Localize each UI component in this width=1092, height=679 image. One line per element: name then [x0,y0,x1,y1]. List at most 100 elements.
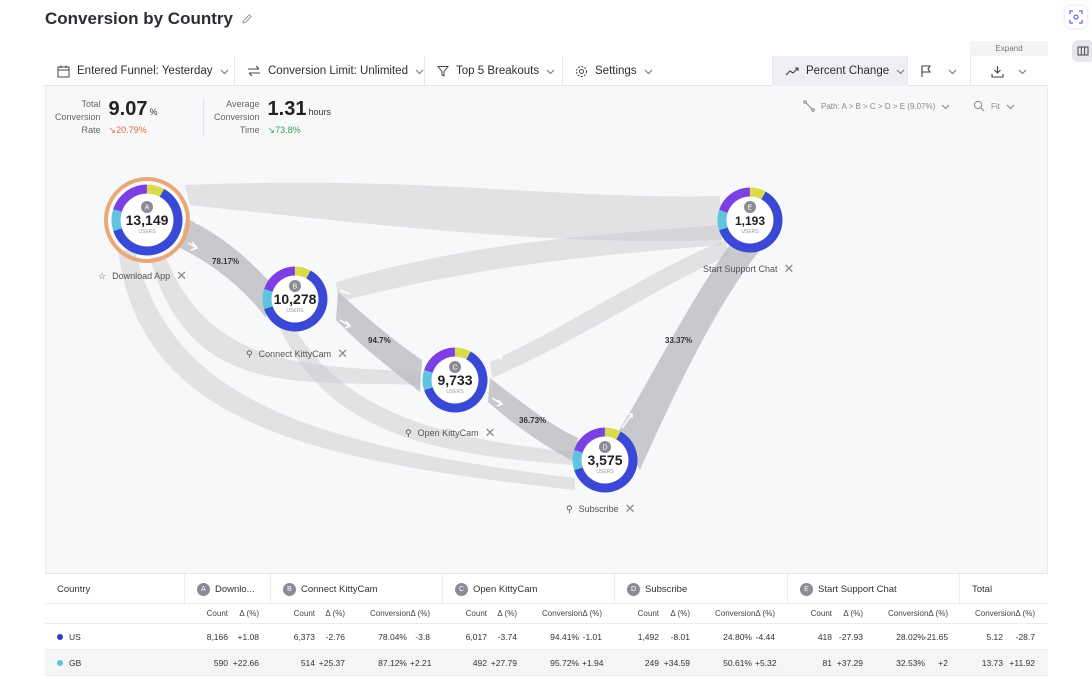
chevron-down-icon [220,69,228,74]
donut-segment [424,347,456,374]
expand-button[interactable]: Expand [970,41,1048,57]
node-name-d: Subscribe [578,504,619,514]
donut-center [432,357,478,403]
chevron-down-icon [415,69,424,74]
conv-delta-cell: -3.8 [415,632,430,642]
delta-cell: -3.74 [497,632,517,642]
total-conversion-label: Total Conversion Rate [55,99,101,135]
count-cell: 492 [472,658,487,668]
chevron-down-icon [1006,104,1015,109]
flow-d-to-e [618,245,760,470]
fit-selector[interactable]: Fit [973,100,1015,112]
columns-icon[interactable] [1072,40,1092,62]
conv-delta-cell: +2 [938,658,948,668]
node-letter: E [748,205,753,212]
conv-delta-cell: +1.94 [582,658,604,668]
sub-count: Count [206,609,228,618]
pin-icon[interactable]: ⚲ [405,427,412,438]
chevron-down-icon [941,104,950,109]
entered-funnel-dropdown[interactable]: Entered Funnel: Yesterday [45,56,235,86]
count-cell: 6,017 [465,632,487,642]
conv-cell: 28.02% [896,632,925,642]
country-header[interactable]: Country [45,574,185,604]
pin-icon[interactable]: ⚲ [566,503,573,514]
edit-pencil-icon[interactable] [241,13,253,25]
zoom-icon [973,100,985,112]
conv-cell: 94.41% [550,632,579,642]
country-cell: GB [57,650,81,676]
breakouts-dropdown[interactable]: Top 5 Breakouts [425,56,563,86]
donut-center [272,276,318,322]
conv-delta-cell: +5.32 [755,658,777,668]
count-cell: 6,373 [293,632,315,642]
table-subheader-row: Count Δ (%) Count Δ (%) ConversionΔ (%) Count… [45,604,1048,624]
donut-segment [454,347,471,360]
conversion-label-c-d: 36.73% [519,416,547,425]
header-connect-kittycam[interactable]: B Connect KittyCam [271,574,443,604]
sub-delta: Δ (%) [239,609,259,618]
path-icon [803,100,815,112]
path-selector[interactable]: Path: A > B > C > D > E (9.07%) [803,100,950,112]
header-open-kittycam[interactable]: C Open KittyCam [443,574,615,604]
settings-dropdown[interactable]: Settings [563,56,773,86]
node-users-label: USERS [286,308,304,314]
header-start-support-chat[interactable]: E Start Support Chat [788,574,960,604]
node-name-a: Download App [112,271,171,281]
node-letter: A [145,205,150,212]
flow-b-to-d [280,328,572,465]
conv-delta-cell: -1.01 [582,632,602,642]
entered-funnel-label: Entered Funnel: Yesterday [77,65,213,77]
flow-b-to-c [336,292,422,392]
close-icon[interactable]: ✕ [176,268,188,283]
conv-cell: 95.72% [550,658,579,668]
count-cell: 81 [822,658,832,668]
conv-cell: 78.04% [378,632,407,642]
conv-delta-cell: +2.21 [410,658,432,668]
delta-cell: -27.93 [838,632,863,642]
close-icon[interactable]: ✕ [783,261,795,276]
delta-cell: +34.59 [663,658,690,668]
pin-icon[interactable]: ⚲ [246,348,253,359]
breakdown-table: Country A Downlo... B Connect KittyCam C Op… [45,573,1048,679]
table-row[interactable]: GB 590 +22.66 514 +25.37 87.12% +2.21 492 +27.79… [45,650,1048,676]
close-icon[interactable]: ✕ [624,501,636,516]
flow-a-to-e [185,182,722,241]
node-letter-badge [141,201,153,213]
download-dropdown[interactable] [971,56,1048,86]
percent-change-dropdown[interactable]: Percent Change [773,56,908,86]
conv-delta-cell: +11.92 [1009,658,1035,668]
total-conversion-delta: ↘20.79% [108,125,147,135]
header-download-app[interactable]: A Downlo... [185,574,271,604]
donut-segment [749,187,766,200]
close-icon[interactable]: ✕ [484,425,496,440]
chevron-down-icon [948,69,957,74]
screenshot-icon[interactable] [1065,6,1087,28]
conversion-label-b-c: 94.7% [368,336,391,345]
header-total[interactable]: Total [972,583,993,595]
conv-cell: 24.80% [723,632,752,642]
node-letter-badge [289,280,301,292]
donut-segment [604,427,621,440]
flag-dropdown[interactable] [908,56,971,86]
delta-cell: +27.79 [490,658,517,668]
donut-segment [264,266,296,293]
close-icon[interactable]: ✕ [337,346,349,361]
flow-a-to-c [150,255,420,385]
conversion-limit-dropdown[interactable]: Conversion Limit: Unlimited [235,56,425,86]
donut-center [727,197,773,243]
donut-segment [424,351,488,413]
donut-segment [113,184,148,213]
header-subscribe[interactable]: D Subscribe [615,574,788,604]
country-dot [57,634,63,640]
country-name: GB [69,658,82,668]
star-icon[interactable]: ☆ [98,270,107,281]
sub-count: Count [293,609,315,618]
sub-conv: ConversionΔ (%) [541,609,602,618]
table-row[interactable]: US 8,166 +1.08 6,373 -2.76 78.04% -3.8 6,017 -3.… [45,624,1048,650]
